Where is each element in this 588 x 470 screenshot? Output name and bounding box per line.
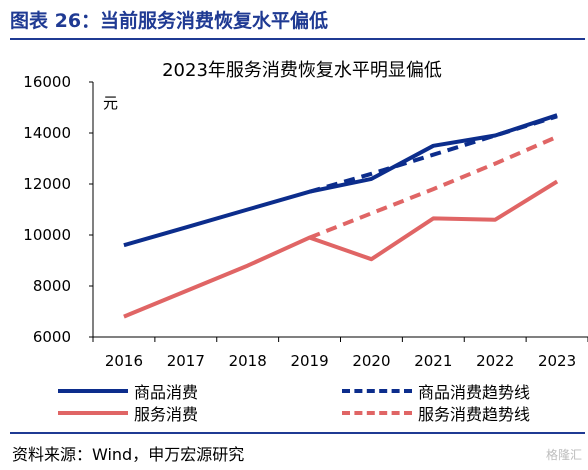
plot-area: 6000 8000 10000 12000 14000 16000 2016 2017 2018… [23, 73, 588, 370]
source-note: 资料来源：Wind，申万宏源研究 [12, 445, 245, 464]
series-line-2 [123, 179, 559, 319]
y-tick-label-12000: 12000 [23, 175, 71, 193]
header-divider [10, 38, 585, 40]
legend-item-goods: 商品消费 [58, 381, 199, 402]
chart-title: 2023年服务消费恢复水平明显偏低 [162, 60, 442, 81]
x-tick-label-2018: 2018 [229, 352, 267, 370]
series-line-3 [308, 134, 558, 240]
y-tick-label-8000: 8000 [33, 277, 71, 295]
legend-swatch-goods [58, 389, 128, 393]
legend-item-goods-trend: 商品消费趋势线 [342, 381, 531, 402]
x-tick-label-2020: 2020 [352, 352, 390, 370]
legend-swatch-goods-trend [342, 389, 412, 393]
y-tick-label-16000: 16000 [23, 73, 71, 91]
legend-item-services: 服务消费 [58, 403, 199, 424]
watermark-logo: 格隆汇 [545, 448, 582, 462]
series-line-1 [309, 114, 558, 194]
y-axis-unit: 元 [103, 94, 118, 112]
legend-label-services: 服务消费 [134, 405, 199, 424]
line-chart: 6000 8000 10000 12000 14000 16000 2016 2017 2018… [23, 60, 588, 370]
y-tick-label-10000: 10000 [23, 226, 71, 244]
legend-swatch-services-trend [342, 411, 412, 415]
legend-swatch-services [58, 411, 128, 415]
legend-label-goods: 商品消费 [134, 383, 199, 402]
x-tick-label-2021: 2021 [414, 352, 452, 370]
legend-label-services-trend: 服务消费趋势线 [418, 405, 531, 424]
x-tick-label-2023: 2023 [538, 352, 576, 370]
series-line-0 [123, 113, 558, 248]
x-tick-label-2019: 2019 [290, 352, 328, 370]
x-tick-label-2017: 2017 [167, 352, 205, 370]
x-tick-label-2016: 2016 [105, 352, 143, 370]
y-tick-label-14000: 14000 [23, 124, 71, 142]
legend-label-goods-trend: 商品消费趋势线 [418, 383, 531, 402]
source-divider [10, 432, 585, 434]
y-tick-label-6000: 6000 [33, 328, 71, 346]
figure-title: 图表 26：当前服务消费恢复水平偏低 [10, 10, 329, 32]
figure-header: 图表 26：当前服务消费恢复水平偏低 [10, 6, 585, 40]
legend: 商品消费 商品消费趋势线 服务消费 服务消费趋势线 [0, 375, 588, 425]
x-tick-label-2022: 2022 [476, 352, 514, 370]
legend-item-services-trend: 服务消费趋势线 [342, 403, 531, 424]
